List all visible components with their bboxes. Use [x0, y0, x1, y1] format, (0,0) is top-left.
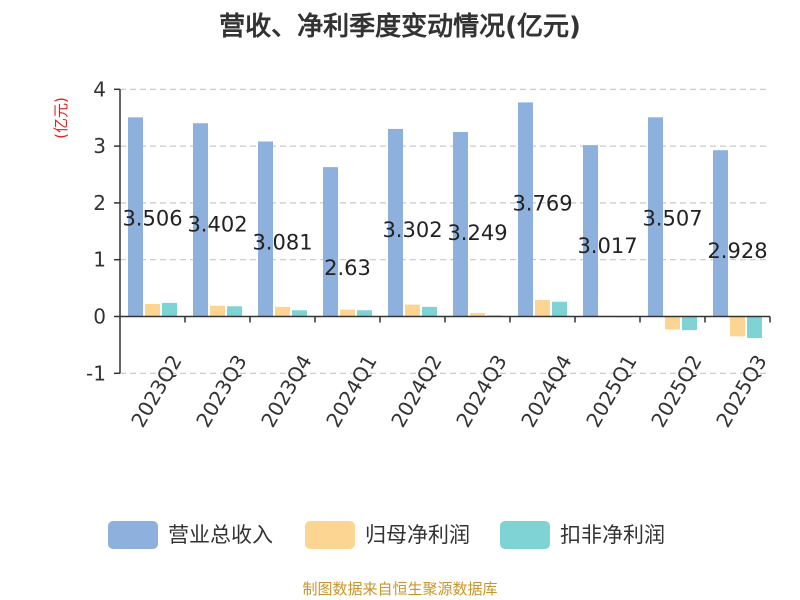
- bar-net-profit-excl: [292, 310, 307, 317]
- bar-revenue: [128, 117, 143, 317]
- data-label: 3.302: [382, 218, 442, 242]
- bar-net-profit: [535, 300, 550, 317]
- x-tick-label: 2024Q4: [516, 351, 576, 432]
- legend-label: 归母净利润: [365, 523, 470, 547]
- bar-net-profit: [405, 304, 420, 317]
- bar-revenue: [518, 102, 533, 317]
- y-tick-label: 0: [93, 305, 106, 329]
- bar-net-profit: [470, 313, 485, 317]
- data-label: 3.081: [252, 230, 312, 254]
- bar-net-profit: [275, 306, 290, 317]
- y-tick-label: 4: [93, 77, 106, 101]
- y-axis-label: (亿元): [52, 97, 70, 139]
- source-note: 制图数据来自恒生聚源数据库: [302, 580, 498, 598]
- bar-net-profit: [730, 316, 745, 337]
- bar-net-profit: [145, 304, 160, 317]
- legend-swatch: [500, 521, 550, 549]
- data-label: 3.769: [512, 191, 572, 215]
- data-label: 2.928: [707, 239, 767, 263]
- x-tick-label: 2024Q2: [386, 351, 446, 432]
- y-tick-label: 2: [93, 191, 106, 215]
- legend-label: 营业总收入: [168, 523, 273, 547]
- bar-net-profit-excl: [747, 316, 762, 339]
- data-label: 3.249: [447, 221, 507, 245]
- bar-revenue: [388, 128, 403, 317]
- bar-revenue: [453, 131, 468, 317]
- data-label: 3.402: [187, 212, 247, 236]
- x-tick-label: 2023Q2: [126, 351, 186, 432]
- legend-swatch: [108, 521, 158, 549]
- x-tick-label: 2024Q1: [321, 351, 381, 432]
- bar-revenue: [323, 167, 338, 317]
- bar-net-profit-excl: [422, 306, 437, 317]
- bar-net-profit-excl: [357, 310, 372, 317]
- bar-net-profit-excl: [552, 301, 567, 317]
- bar-net-profit-excl: [227, 306, 242, 317]
- legend-label: 扣非净利润: [560, 523, 665, 547]
- x-tick-label: 2024Q3: [451, 351, 511, 432]
- legend-swatch: [305, 521, 355, 549]
- x-tick-label: 2025Q3: [711, 351, 771, 432]
- chart-title: 营收、净利季度变动情况(亿元): [219, 12, 581, 42]
- x-tick-label: 2025Q1: [581, 351, 641, 432]
- bar-revenue: [583, 145, 598, 317]
- y-tick-label: -1: [86, 361, 106, 385]
- bar-revenue: [648, 117, 663, 317]
- y-tick-label: 3: [93, 134, 106, 158]
- bar-net-profit: [665, 316, 680, 330]
- data-label: 3.506: [122, 206, 182, 230]
- bar-revenue: [193, 123, 208, 317]
- x-tick-label: 2025Q2: [646, 351, 706, 432]
- bar-net-profit: [340, 309, 355, 317]
- bar-revenue: [713, 150, 728, 317]
- data-label: 3.507: [642, 206, 702, 230]
- data-label: 2.63: [324, 256, 371, 280]
- x-tick-label: 2023Q3: [191, 351, 251, 432]
- bar-net-profit: [210, 305, 225, 317]
- bar-revenue: [258, 141, 273, 317]
- x-tick-label: 2023Q4: [256, 351, 316, 432]
- data-label: 3.017: [577, 234, 637, 258]
- y-tick-label: 1: [93, 248, 106, 272]
- bar-net-profit-excl: [682, 316, 697, 331]
- bar-net-profit-excl: [162, 302, 177, 317]
